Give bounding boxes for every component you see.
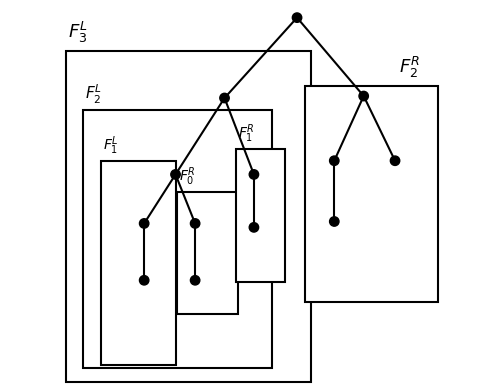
Circle shape (390, 156, 400, 165)
Text: $F_2^R$: $F_2^R$ (399, 55, 420, 80)
Circle shape (190, 219, 200, 228)
Bar (66, 51, 311, 382)
Circle shape (190, 276, 200, 285)
Circle shape (249, 170, 258, 179)
Text: $F_1^L$: $F_1^L$ (103, 134, 119, 157)
Circle shape (249, 223, 258, 232)
Circle shape (330, 156, 339, 165)
Circle shape (140, 276, 149, 285)
Text: $F_1^R$: $F_1^R$ (238, 122, 255, 145)
Circle shape (292, 13, 302, 22)
Bar (101, 161, 176, 365)
Bar (236, 149, 286, 282)
Circle shape (171, 170, 180, 179)
Bar (178, 192, 238, 314)
Bar (84, 110, 272, 368)
Circle shape (330, 217, 339, 226)
Text: $F_3^L$: $F_3^L$ (68, 20, 87, 45)
Circle shape (359, 91, 368, 101)
Bar (305, 86, 438, 302)
Text: $F_2^L$: $F_2^L$ (86, 83, 102, 106)
Circle shape (140, 219, 149, 228)
Text: $F_0^R$: $F_0^R$ (180, 165, 196, 188)
Circle shape (220, 93, 229, 103)
